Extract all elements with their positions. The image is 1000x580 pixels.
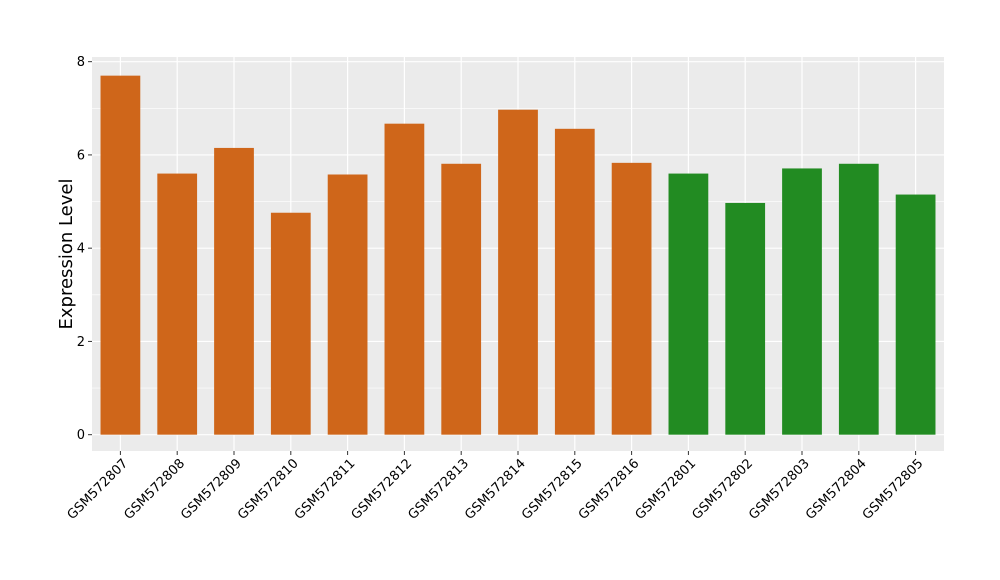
bar-GSM572813 bbox=[441, 163, 482, 435]
bar-GSM572808 bbox=[157, 173, 198, 435]
bar-GSM572805 bbox=[895, 194, 936, 435]
bar-GSM572816 bbox=[611, 162, 652, 435]
bar-GSM572804 bbox=[838, 163, 879, 435]
bars bbox=[100, 75, 936, 435]
y-tick-label: 6 bbox=[77, 148, 85, 163]
bar-GSM572807 bbox=[100, 75, 141, 435]
bar-GSM572803 bbox=[782, 168, 822, 435]
y-tick-label: 2 bbox=[77, 335, 85, 350]
bar-GSM572801 bbox=[668, 173, 709, 435]
bar-GSM572812 bbox=[384, 123, 425, 435]
bar-GSM572809 bbox=[214, 147, 254, 435]
y-tick-label: 8 bbox=[77, 55, 85, 70]
bar-GSM572810 bbox=[270, 212, 311, 435]
x-axis: GSM572807GSM572808GSM572809GSM572810GSM5… bbox=[65, 451, 927, 523]
bar-GSM572814 bbox=[498, 109, 538, 435]
y-tick-label: 0 bbox=[77, 428, 85, 443]
y-axis: 0 2 4 6 8 bbox=[77, 55, 92, 443]
x-tick-label: GSM572805 bbox=[860, 456, 927, 523]
y-tick-label: 4 bbox=[77, 242, 85, 257]
bar-GSM572815 bbox=[554, 128, 595, 435]
bar-GSM572802 bbox=[725, 202, 766, 435]
y-axis-title: Expression Level bbox=[56, 179, 77, 330]
bar-GSM572811 bbox=[327, 174, 368, 435]
